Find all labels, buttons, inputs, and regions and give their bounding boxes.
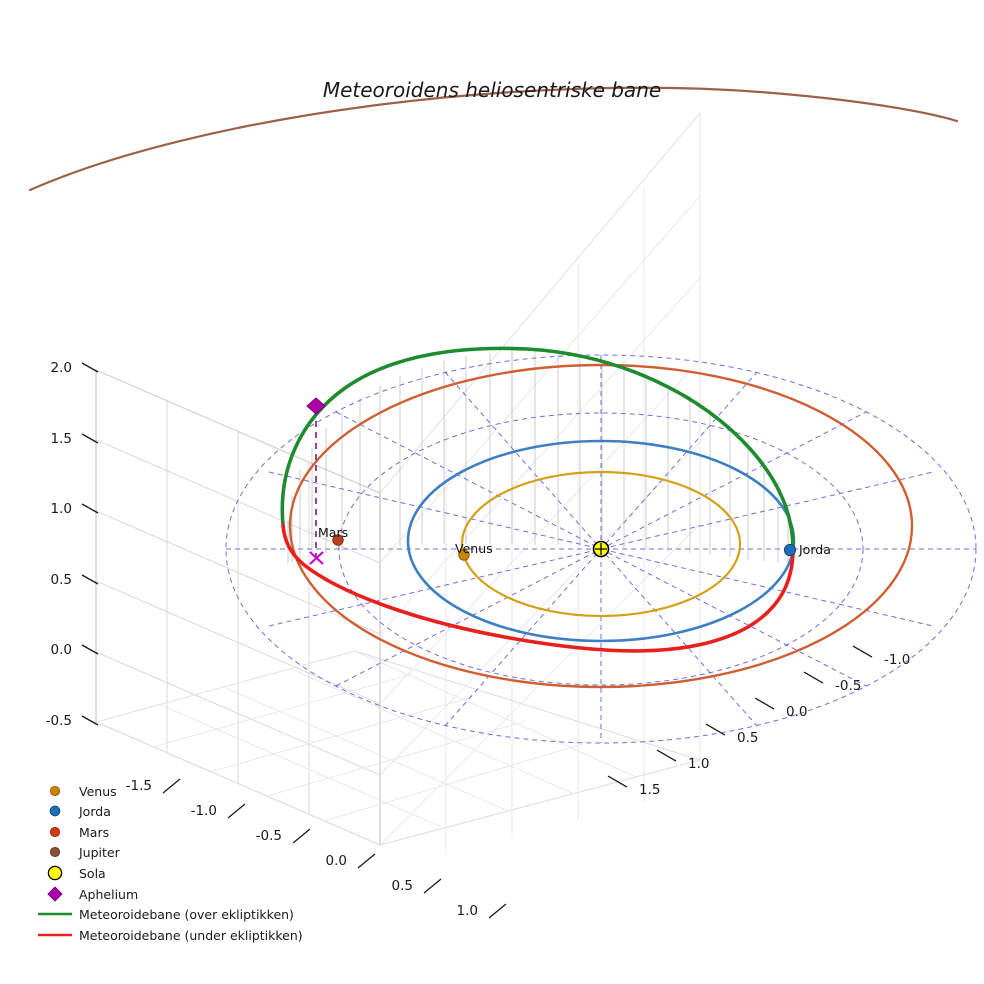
y-tick-label: -0.5: [835, 678, 861, 694]
legend-label: Sola: [79, 866, 106, 881]
orbit-venus: [460, 470, 742, 618]
perihelion-x-marker: [309, 551, 324, 565]
z-tick-label: 0.0: [51, 642, 72, 658]
mars-marker: Mars: [318, 525, 348, 546]
page-title: Meteoroidens heliosentriske bane: [323, 78, 661, 102]
legend: Venus Jorda Mars Jupiter Sola: [38, 784, 303, 943]
legend-label: Jorda: [78, 804, 111, 819]
x-tick-label: -1.5: [126, 778, 152, 794]
jorda-marker: Jorda: [783, 542, 831, 557]
orbit-mars: [288, 363, 914, 689]
x-axis-ticks: [162, 778, 507, 919]
y-tick-label: 1.5: [639, 782, 660, 798]
z-tick-label: 1.5: [51, 431, 72, 447]
jorda-swatch-icon: [49, 805, 61, 817]
z-tick-label: 2.0: [51, 360, 72, 376]
y-tick-label: 0.0: [786, 704, 807, 720]
orbit-meteoroid-below: [281, 523, 795, 653]
legend-item-sola[interactable]: Sola: [47, 865, 106, 881]
orbit-jupiter: [28, 86, 959, 192]
x-tick-label: 1.0: [457, 903, 478, 919]
mars-swatch-icon: [49, 826, 61, 838]
y-tick-label: 0.5: [737, 730, 758, 746]
aphelion-marker: [306, 397, 326, 565]
x-tick-label: -0.5: [256, 828, 282, 844]
y-axis-ticks: [607, 645, 873, 788]
legend-item-aphelium[interactable]: Aphelium: [47, 886, 138, 902]
x-tick-label: -1.0: [191, 803, 217, 819]
floor-grid: [95, 650, 701, 846]
legend-label: Venus: [79, 784, 117, 799]
sun-marker: [592, 540, 610, 558]
z-axis-ticks: [81, 362, 99, 726]
jorda-label: Jorda: [798, 542, 831, 557]
orbit-meteoroid-above: [280, 346, 795, 551]
z-tick-label: 0.5: [51, 572, 72, 588]
venus-marker: Venus: [455, 541, 493, 561]
mars-label: Mars: [318, 525, 348, 540]
legend-label: Meteoroidebane (over ekliptikken): [79, 907, 294, 922]
x-tick-label: 0.0: [326, 853, 347, 869]
legend-item-venus[interactable]: Venus: [49, 784, 117, 799]
sola-swatch-icon: [47, 865, 63, 881]
y-tick-label: -1.0: [884, 652, 910, 668]
right-wall-grid: [379, 112, 701, 855]
z-axis-tick-labels: 2.0 1.5 1.0 0.5 0.0 -0.5: [46, 360, 72, 729]
legend-label: Aphelium: [79, 887, 138, 902]
legend-item-mars[interactable]: Mars: [49, 825, 109, 840]
legend-item-jupiter[interactable]: Jupiter: [49, 845, 121, 860]
legend-label: Mars: [79, 825, 109, 840]
legend-label: Meteoroidebane (under ekliptikken): [79, 928, 303, 943]
venus-swatch-icon: [49, 785, 61, 797]
jupiter-swatch-icon: [49, 846, 61, 858]
z-tick-label: -0.5: [46, 713, 72, 729]
x-axis-tick-labels: -1.5 -1.0 -0.5 0.0 0.5 1.0: [126, 778, 478, 919]
legend-item-meteoroid-above[interactable]: Meteoroidebane (over ekliptikken): [38, 907, 294, 922]
venus-label: Venus: [455, 541, 493, 556]
y-tick-label: 1.0: [688, 756, 709, 772]
aphelium-swatch-icon: [47, 886, 63, 902]
legend-label: Jupiter: [78, 845, 121, 860]
legend-item-jorda[interactable]: Jorda: [49, 804, 111, 819]
y-axis-tick-labels: -1.0 -0.5 0.0 0.5 1.0 1.5: [639, 652, 910, 798]
legend-item-meteoroid-below[interactable]: Meteoroidebane (under ekliptikken): [38, 928, 303, 943]
z-tick-label: 1.0: [51, 501, 72, 517]
x-tick-label: 0.5: [392, 878, 413, 894]
